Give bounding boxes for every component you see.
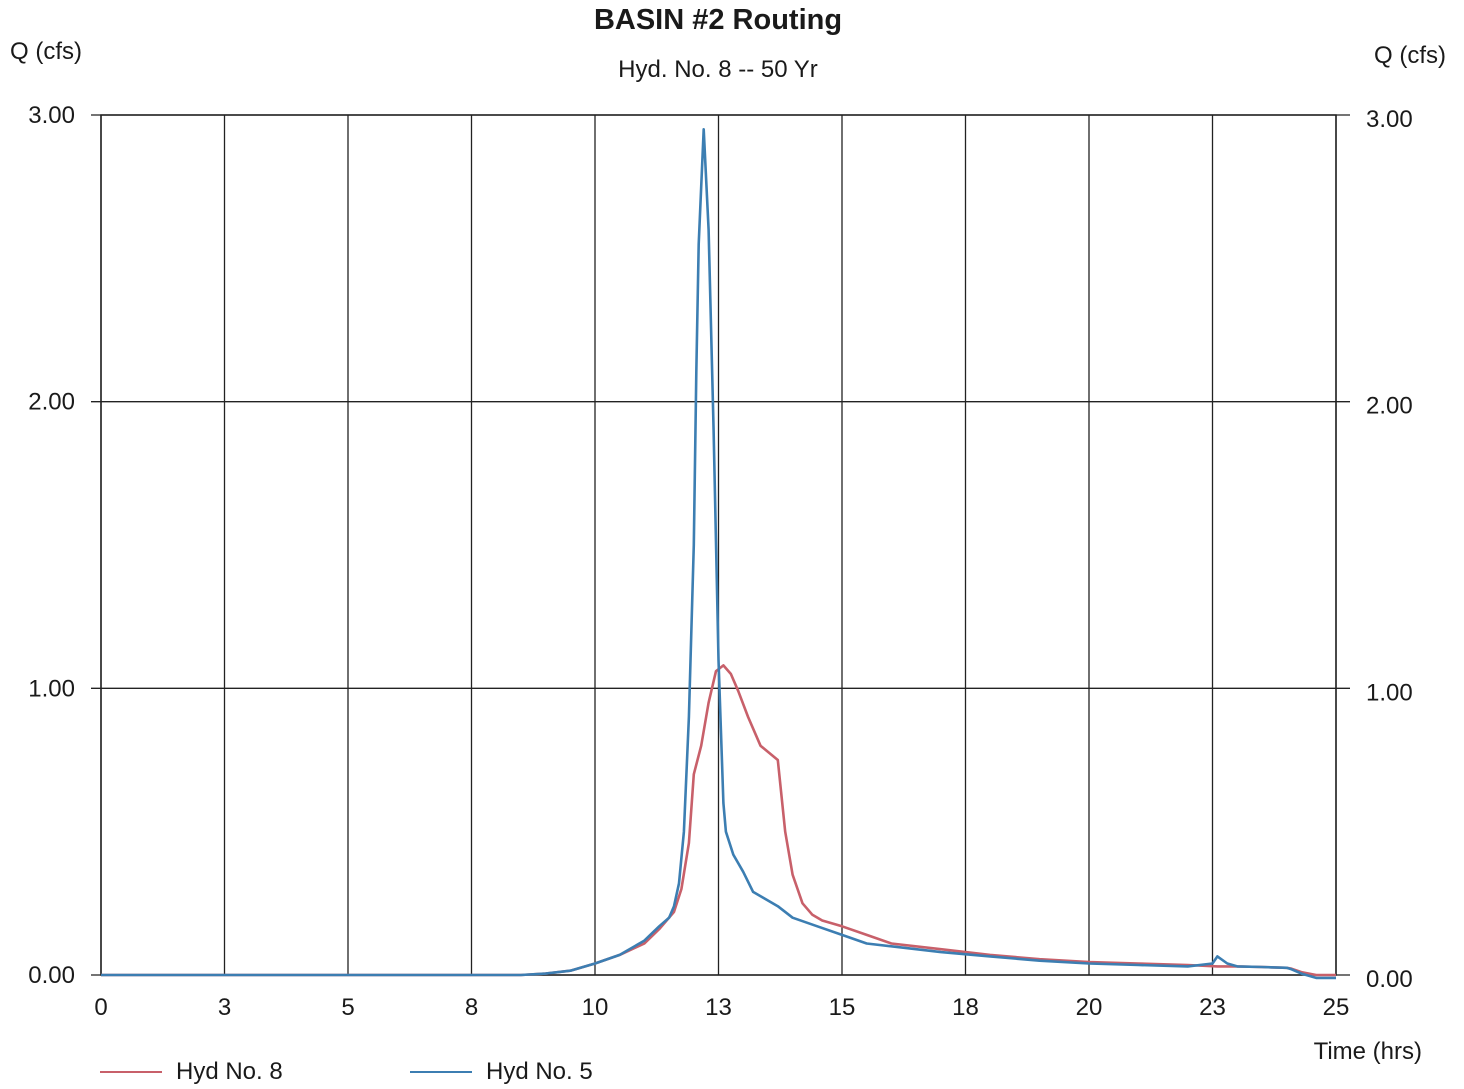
- legend-label-hyd-8: Hyd No. 8: [176, 1058, 283, 1085]
- y-tick-label-right: 1.00: [1366, 679, 1413, 706]
- x-tick-label: 3: [218, 994, 231, 1021]
- legend-swatch-hyd-5: [410, 1071, 472, 1073]
- x-tick-label: 0: [94, 994, 107, 1021]
- legend-swatch-hyd-8: [100, 1071, 162, 1073]
- y-tick-label-left: 0.00: [28, 962, 75, 989]
- x-tick-label: 23: [1199, 994, 1226, 1021]
- x-tick-label: 13: [705, 994, 732, 1021]
- y-tick-label-left: 1.00: [28, 675, 75, 702]
- y-tick-label-right: 0.00: [1366, 966, 1413, 993]
- y-tick-label-left: 2.00: [28, 389, 75, 416]
- series-line-hyd-no-8: [101, 664, 1336, 977]
- x-tick-label: 15: [829, 994, 856, 1021]
- x-axis-label: Time (hrs): [1313, 1038, 1422, 1065]
- y-tick-label-right: 2.00: [1366, 393, 1413, 420]
- x-tick-label: 5: [341, 994, 354, 1021]
- plot-frame: [100, 114, 1337, 976]
- x-tick-label: 10: [582, 994, 609, 1021]
- legend-item-hyd-8: Hyd No. 8: [100, 1058, 283, 1086]
- x-tick-label: 8: [465, 994, 478, 1021]
- legend-item-hyd-5: Hyd No. 5: [410, 1058, 593, 1086]
- y-tick-label-left: 3.00: [28, 102, 75, 129]
- chart-title: BASIN #2 Routing: [593, 4, 843, 36]
- x-tick-label: 25: [1323, 994, 1350, 1021]
- y-axis-label-left: Q (cfs): [10, 38, 82, 65]
- chart-subtitle: Hyd. No. 8 -- 50 Yr: [618, 56, 818, 83]
- legend-label-hyd-5: Hyd No. 5: [486, 1058, 593, 1085]
- x-tick-label: 18: [952, 994, 979, 1021]
- series-line-hyd-no-5: [101, 128, 1336, 980]
- y-tick-label-right: 3.00: [1366, 106, 1413, 133]
- x-tick-label: 20: [1076, 994, 1103, 1021]
- y-axis-label-right: Q (cfs): [1374, 42, 1446, 69]
